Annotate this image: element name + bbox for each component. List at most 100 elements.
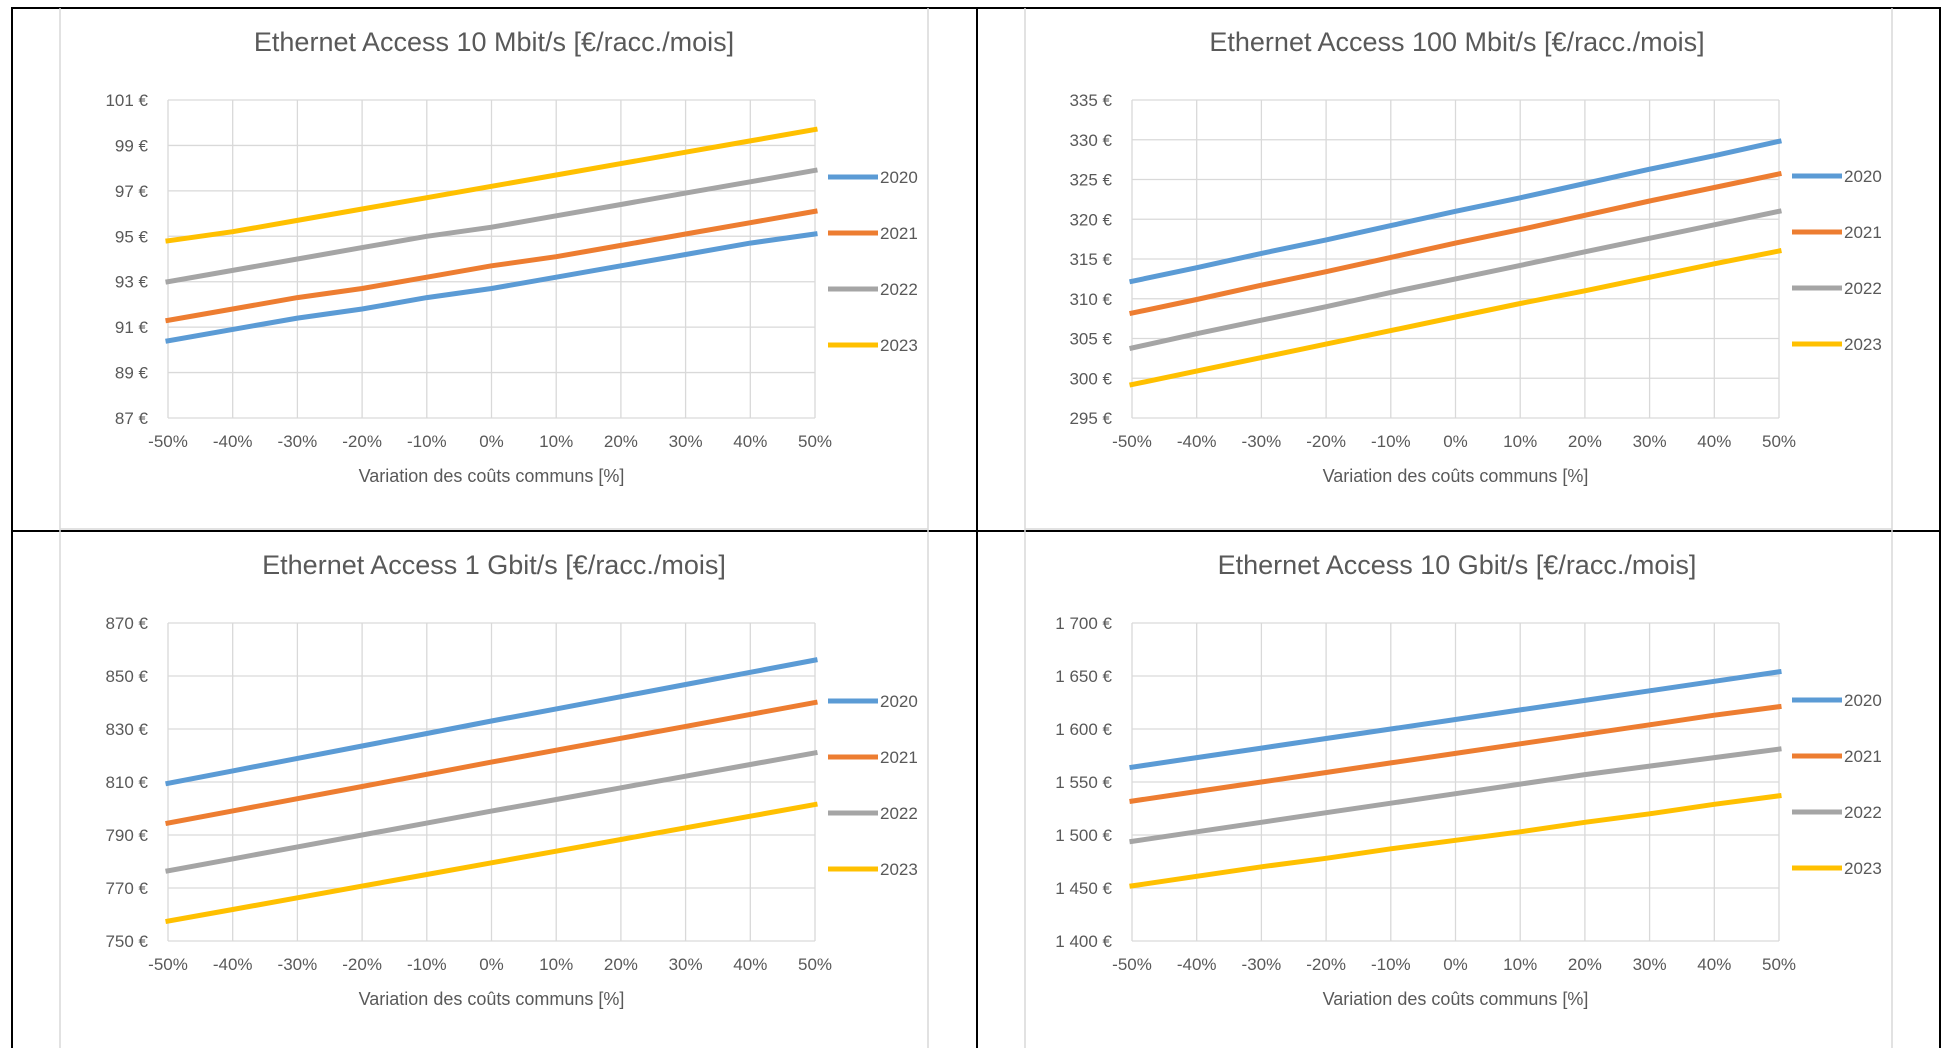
series-line-2020 (1129, 668, 1782, 771)
x-tick-label: 20% (604, 432, 638, 451)
y-tick-label: 830 € (105, 720, 148, 739)
x-tick-label: -40% (1177, 955, 1217, 974)
series-line-2023 (165, 126, 818, 244)
x-tick-label: -30% (1242, 955, 1282, 974)
x-tick-label: 10% (539, 432, 573, 451)
x-tick-label: 0% (479, 955, 504, 974)
y-tick-label: 330 € (1069, 131, 1112, 150)
y-tick-label: 310 € (1069, 290, 1112, 309)
x-tick-label: 10% (1503, 955, 1537, 974)
x-tick-label: -10% (1371, 432, 1411, 451)
x-tick-label: 50% (1762, 432, 1796, 451)
y-tick-label: 810 € (105, 773, 148, 792)
x-tick-label: 40% (1697, 955, 1731, 974)
y-tick-label: 750 € (105, 932, 148, 951)
x-tick-label: 40% (733, 432, 767, 451)
x-tick-label: 30% (1633, 432, 1667, 451)
legend-label-2020: 2020 (880, 168, 918, 187)
y-tick-label: 89 € (115, 364, 149, 383)
y-tick-label: 1 450 € (1055, 879, 1112, 898)
chart-title: Ethernet Access 1 Gbit/s [€/racc./mois] (262, 550, 726, 580)
y-tick-label: 770 € (105, 879, 148, 898)
table-frame (11, 7, 1941, 1048)
series-line-2023 (1129, 248, 1782, 388)
x-tick-label: -30% (278, 432, 318, 451)
legend-label-2021: 2021 (880, 224, 918, 243)
y-tick-label: 790 € (105, 826, 148, 845)
x-tick-label: 40% (733, 955, 767, 974)
chart-3: Ethernet Access 1 Gbit/s [€/racc./mois] 8… (105, 550, 917, 1009)
y-tick-label: 325 € (1069, 171, 1112, 190)
y-tick-label: 97 € (115, 182, 149, 201)
x-tick-label: -20% (1306, 432, 1346, 451)
legend-label-2021: 2021 (1844, 747, 1882, 766)
x-tick-label: -30% (278, 955, 318, 974)
x-tick-label: 40% (1697, 432, 1731, 451)
series-line-2023 (1129, 792, 1782, 889)
series-line-2020 (165, 657, 818, 787)
legend-label-2020: 2020 (1844, 167, 1882, 186)
legend-label-2021: 2021 (880, 748, 918, 767)
legend-label-2023: 2023 (1844, 859, 1882, 878)
legend-label-2022: 2022 (880, 280, 918, 299)
series-line-2022 (165, 749, 818, 874)
x-tick-label: -40% (213, 955, 253, 974)
legend-label-2022: 2022 (880, 804, 918, 823)
chart-title: Ethernet Access 100 Mbit/s [€/racc./mois… (1209, 27, 1704, 57)
y-tick-label: 91 € (115, 318, 149, 337)
chart-title: Ethernet Access 10 Mbit/s [€/racc./mois] (254, 27, 734, 57)
legend-label-2023: 2023 (1844, 335, 1882, 354)
y-tick-label: 87 € (115, 409, 149, 428)
x-tick-label: 0% (1443, 955, 1468, 974)
x-tick-label: 0% (1443, 432, 1468, 451)
charts-layer: Ethernet Access 10 Mbit/s [€/racc./mois]… (105, 27, 1881, 1009)
x-tick-label: -10% (1371, 955, 1411, 974)
series-line-2021 (165, 699, 818, 827)
series-line-2022 (1129, 746, 1782, 845)
x-tick-label: 30% (669, 955, 703, 974)
series-line-2021 (1129, 170, 1782, 317)
chart-1: Ethernet Access 10 Mbit/s [€/racc./mois]… (105, 27, 917, 486)
x-tick-label: 50% (1762, 955, 1796, 974)
y-tick-label: 1 600 € (1055, 720, 1112, 739)
x-tick-label: -50% (1112, 955, 1152, 974)
series-line-2022 (1129, 208, 1782, 351)
y-tick-label: 315 € (1069, 250, 1112, 269)
y-tick-label: 320 € (1069, 210, 1112, 229)
x-tick-label: 30% (669, 432, 703, 451)
series-line-2020 (1129, 138, 1782, 285)
x-tick-label: 20% (1568, 432, 1602, 451)
series-line-2020 (165, 231, 818, 344)
x-tick-label: 20% (1568, 955, 1602, 974)
x-tick-label: -40% (1177, 432, 1217, 451)
y-tick-label: 1 700 € (1055, 614, 1112, 633)
series-line-2021 (1129, 703, 1782, 804)
chart-title: Ethernet Access 10 Gbit/s [€/racc./mois] (1218, 550, 1697, 580)
series-line-2023 (165, 801, 818, 925)
y-tick-label: 295 € (1069, 409, 1112, 428)
legend-label-2021: 2021 (1844, 223, 1882, 242)
y-tick-label: 93 € (115, 273, 149, 292)
x-axis-label: Variation des coûts communs [%] (359, 466, 625, 486)
x-tick-label: 30% (1633, 955, 1667, 974)
x-axis-label: Variation des coûts communs [%] (1323, 989, 1589, 1009)
x-tick-label: -10% (407, 955, 447, 974)
x-axis-label: Variation des coûts communs [%] (359, 989, 625, 1009)
chart-2: Ethernet Access 100 Mbit/s [€/racc./mois… (1069, 27, 1881, 486)
y-tick-label: 870 € (105, 614, 148, 633)
legend-label-2020: 2020 (1844, 691, 1882, 710)
x-tick-label: 10% (1503, 432, 1537, 451)
series-line-2021 (165, 208, 818, 324)
x-tick-label: -50% (148, 432, 188, 451)
x-tick-label: 20% (604, 955, 638, 974)
legend-label-2023: 2023 (880, 336, 918, 355)
legend-label-2020: 2020 (880, 692, 918, 711)
y-tick-label: 95 € (115, 227, 149, 246)
y-tick-label: 335 € (1069, 91, 1112, 110)
x-tick-label: -40% (213, 432, 253, 451)
x-tick-label: 50% (798, 955, 832, 974)
y-tick-label: 850 € (105, 667, 148, 686)
x-tick-label: -50% (1112, 432, 1152, 451)
y-tick-label: 1 650 € (1055, 667, 1112, 686)
y-tick-label: 99 € (115, 136, 149, 155)
